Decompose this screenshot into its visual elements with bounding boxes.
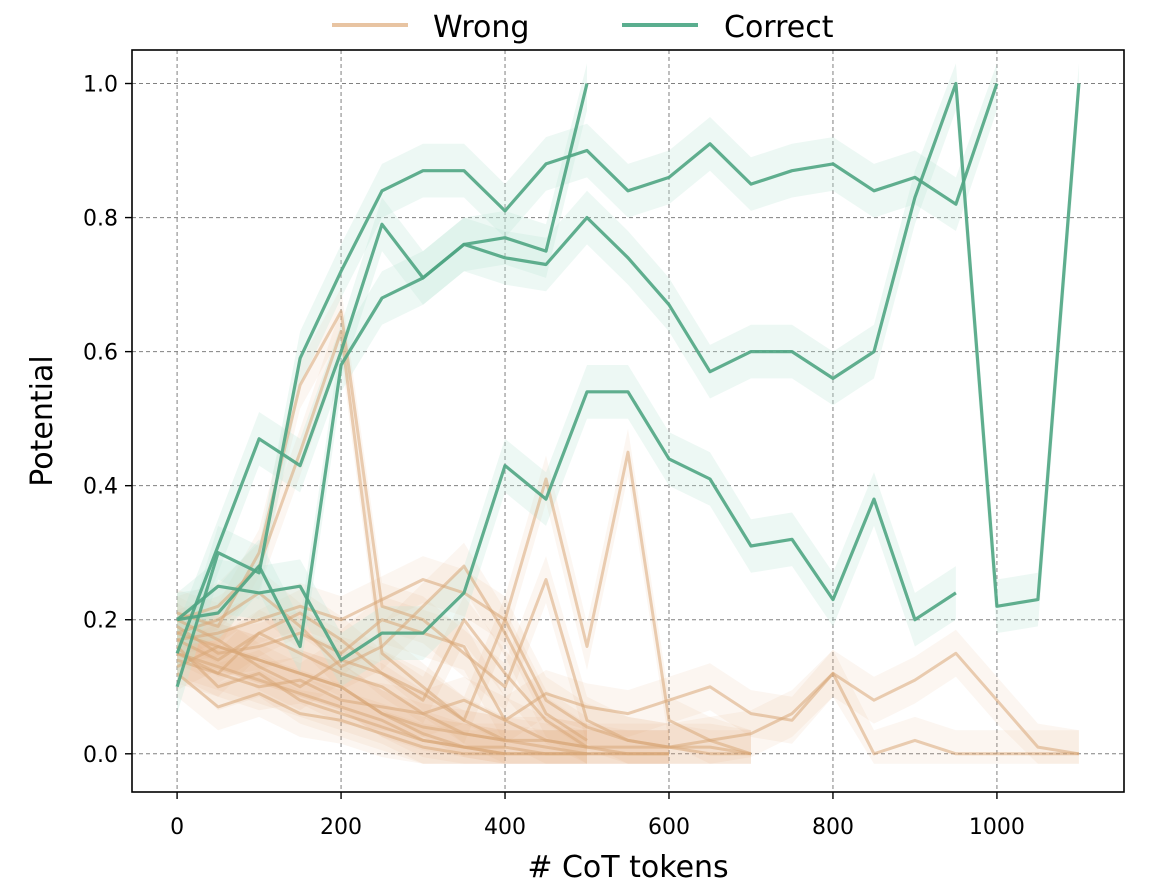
x-tick-label: 1000	[969, 815, 1025, 840]
wrong-series-line	[176, 651, 1080, 756]
axis-ticks: 0 200 400 600 800 1000 0.0 0.2 0.4 0.6 0.8 1.0	[83, 73, 1025, 840]
wrong-band	[177, 623, 669, 764]
x-tick-label: 600	[648, 815, 690, 840]
x-axis-label: # CoT tokens	[527, 850, 728, 885]
x-tick-label: 0	[170, 815, 184, 840]
y-tick-label: 0.6	[83, 341, 118, 366]
correct-series-line	[175, 82, 999, 688]
y-tick-label: 0.2	[83, 609, 118, 634]
x-tick-label: 800	[812, 815, 854, 840]
wrong-band	[177, 596, 587, 764]
wrong-band	[177, 308, 752, 764]
y-tick-label: 1.0	[83, 73, 118, 98]
wrong-band	[177, 287, 752, 764]
wrong-band	[177, 609, 669, 764]
x-tick-label: 200	[320, 815, 362, 840]
wrong-series-line	[176, 611, 506, 742]
correct-band	[177, 63, 587, 681]
wrong-band	[177, 649, 587, 764]
legend: Wrong Correct	[332, 10, 834, 45]
correct-band	[177, 365, 956, 687]
wrong-series-line	[176, 564, 588, 742]
plot-frame	[131, 49, 1125, 793]
wrong-band	[177, 556, 752, 764]
y-tick-label: 0.4	[83, 475, 118, 500]
x-tick-label: 400	[484, 815, 526, 840]
y-tick-label: 0.0	[83, 743, 118, 768]
legend-label-correct: Correct	[724, 10, 834, 45]
correct-series-line	[175, 83, 589, 654]
legend-label-wrong: Wrong	[433, 10, 529, 45]
correct-series-line	[176, 81, 1081, 649]
y-axis-label: Potential	[25, 355, 60, 486]
wrong-series-line	[176, 651, 587, 756]
y-tick-label: 0.8	[83, 207, 118, 232]
wrong-series-group	[176, 309, 1080, 756]
correct-series-group	[175, 81, 1081, 688]
wrong-band	[177, 623, 505, 764]
